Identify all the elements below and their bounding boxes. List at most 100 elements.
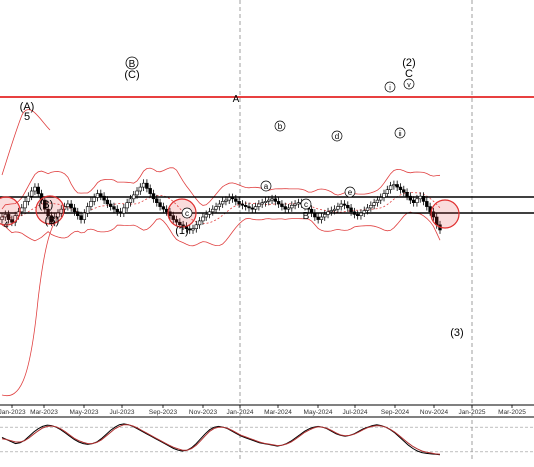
wave-label-9: B xyxy=(303,211,310,222)
candle-down xyxy=(280,203,284,207)
candle-down xyxy=(118,211,123,214)
candle-down xyxy=(402,189,406,193)
candle-down xyxy=(36,186,40,194)
candle-up xyxy=(214,206,218,210)
candle-down xyxy=(250,207,254,210)
bollinger-upper-early xyxy=(1,109,51,176)
x-tick-label: May-2023 xyxy=(70,409,99,416)
candle-down xyxy=(69,203,73,209)
candle-down xyxy=(171,215,175,220)
wave-label-11: b xyxy=(278,122,283,131)
candle-down xyxy=(72,207,77,213)
candle-down xyxy=(276,201,281,205)
candle-up xyxy=(128,198,133,204)
candle-down xyxy=(395,184,399,188)
candle-up xyxy=(211,208,215,213)
candle-down xyxy=(158,202,162,207)
wave-label-circle-top-b xyxy=(125,56,139,70)
candle-up xyxy=(290,205,294,209)
x-tick-label: Nov-2024 xyxy=(420,409,449,416)
candle-up xyxy=(385,189,390,194)
candle-up xyxy=(122,207,126,214)
candle-up xyxy=(207,211,212,215)
candle-down xyxy=(188,228,192,231)
candle-up xyxy=(220,201,225,205)
candle-up xyxy=(257,203,261,207)
candle-down xyxy=(237,201,241,205)
candle-down xyxy=(247,206,251,209)
wave-label-circle-8 xyxy=(181,207,193,219)
candle-up xyxy=(20,207,24,213)
candle-up xyxy=(418,195,422,200)
candle-up xyxy=(66,203,70,207)
wave-label-22: (3) xyxy=(450,327,463,339)
candle-up xyxy=(362,210,366,214)
x-tick-label: Sep-2024 xyxy=(381,409,410,416)
candle-up xyxy=(23,201,27,209)
candle-down xyxy=(49,215,54,223)
wave-label-10: a xyxy=(264,182,269,191)
candle-down xyxy=(43,199,47,210)
wave-label-21: C xyxy=(405,68,413,80)
candle-down xyxy=(39,193,44,201)
candle-down xyxy=(145,182,149,189)
grid-layer xyxy=(239,0,473,462)
candle-down xyxy=(10,219,14,223)
candle-up xyxy=(135,190,139,196)
candle-up xyxy=(323,214,327,218)
candle-up xyxy=(56,212,60,218)
candle-up xyxy=(201,216,205,222)
candle-up xyxy=(392,184,396,187)
candle-up xyxy=(359,212,363,217)
wave-label-circle-10 xyxy=(260,180,272,192)
candle-up xyxy=(326,211,330,215)
candle-up xyxy=(194,224,199,230)
highlight-circle-1 xyxy=(35,195,65,225)
candle-down xyxy=(431,211,436,218)
candle-down xyxy=(283,206,287,210)
candle-up xyxy=(379,197,383,201)
wave-label-13: d xyxy=(335,132,339,141)
candle-down xyxy=(178,221,182,226)
wave-label-19: v xyxy=(407,82,411,89)
candle-up xyxy=(132,194,136,200)
x-tick-label: Jul-2024 xyxy=(343,409,368,416)
wave-label-15: i xyxy=(389,85,391,92)
wave-label-1: 5 xyxy=(24,111,30,123)
wave-label-circle-15 xyxy=(384,81,396,93)
candle-up xyxy=(260,202,264,205)
candle-down xyxy=(240,203,245,206)
candle-up xyxy=(95,193,100,198)
x-tick-label: Jan-2024 xyxy=(226,409,253,416)
candle-up xyxy=(365,207,370,211)
candle-down xyxy=(355,214,360,216)
candle-down xyxy=(181,224,185,227)
candle-up xyxy=(286,207,291,210)
candle-up xyxy=(82,212,87,220)
x-tick-label: Mar-2023 xyxy=(30,409,58,416)
candle-up xyxy=(253,206,258,210)
wave-label-circle-14 xyxy=(344,186,356,198)
candle-down xyxy=(102,195,106,201)
bollinger-lower xyxy=(1,211,441,247)
candle-up xyxy=(141,182,146,188)
candle-down xyxy=(174,219,179,223)
wave-label-circle-16 xyxy=(394,127,406,139)
candle-down xyxy=(309,208,314,214)
candle-up xyxy=(319,216,324,220)
bollinger-middle xyxy=(1,191,441,224)
wave-label-5: (C) xyxy=(124,69,139,81)
x-tick-label: Jan-2023 xyxy=(0,409,26,416)
candle-down xyxy=(161,206,166,210)
candle-down xyxy=(316,216,320,220)
candle-up xyxy=(329,210,334,213)
candle-up xyxy=(375,199,380,204)
candle-down xyxy=(342,203,347,206)
wave-label-12: c xyxy=(304,200,308,209)
candle-up xyxy=(227,197,231,201)
candle-down xyxy=(230,197,235,200)
candle-up xyxy=(59,208,63,214)
candle-down xyxy=(349,207,353,213)
